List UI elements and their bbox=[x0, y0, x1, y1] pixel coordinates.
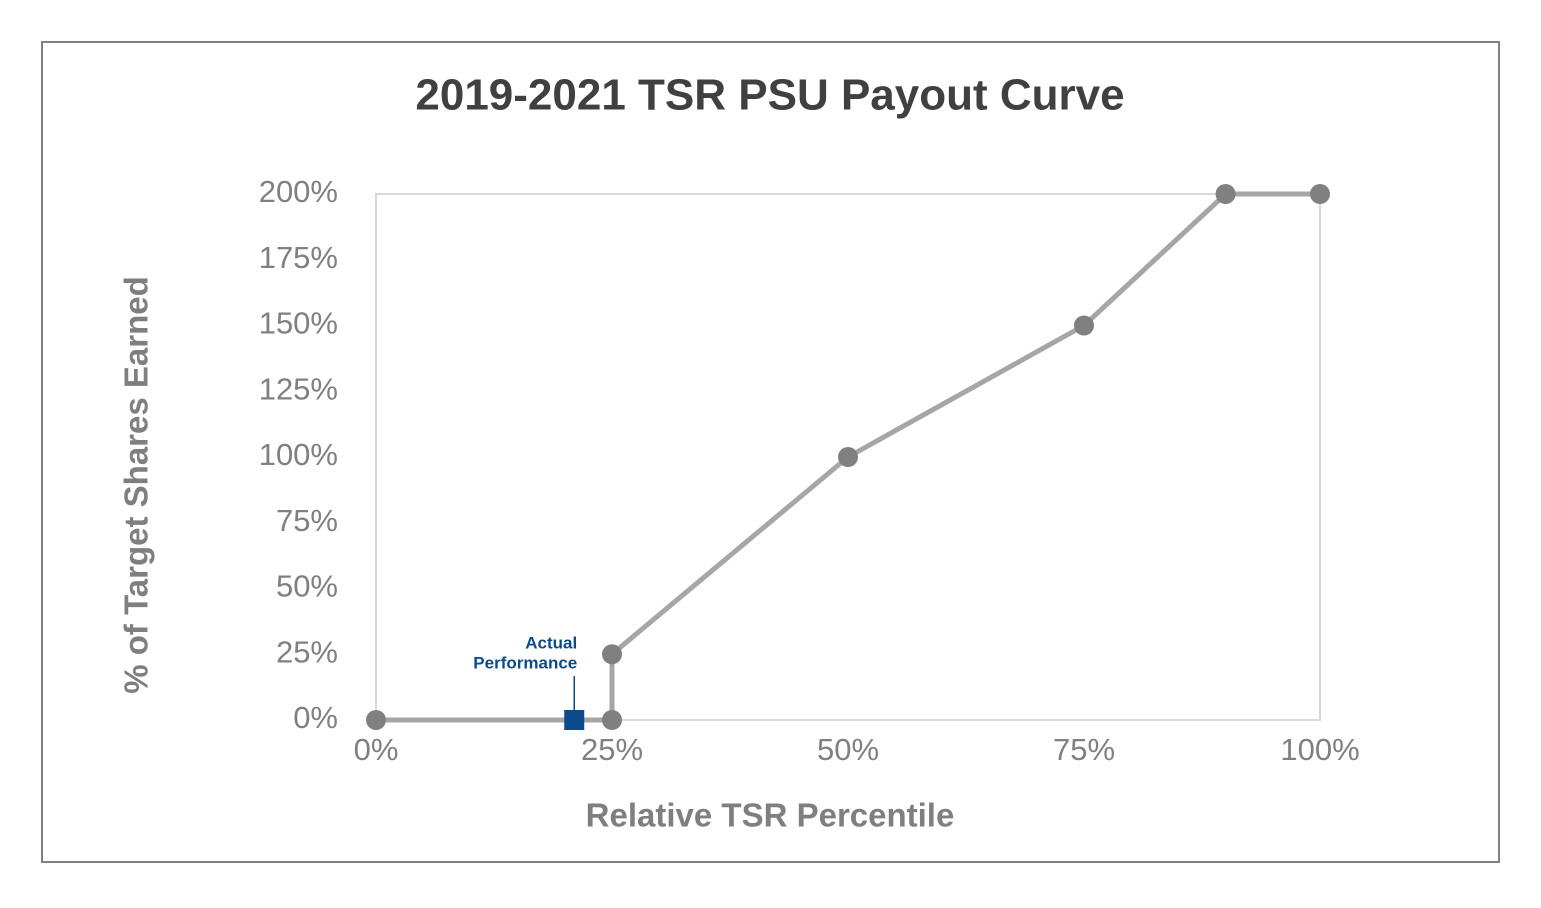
annotation-text: Performance bbox=[473, 653, 577, 672]
y-tick-label: 125% bbox=[259, 371, 338, 406]
y-tick-label: 75% bbox=[276, 503, 338, 538]
data-point bbox=[602, 710, 622, 730]
chart-title: 2019-2021 TSR PSU Payout Curve bbox=[415, 71, 1124, 120]
data-point bbox=[1310, 184, 1330, 204]
plot-area bbox=[375, 193, 1321, 721]
annotation-marker bbox=[564, 710, 585, 730]
data-point bbox=[838, 447, 858, 467]
y-tick-label: 100% bbox=[259, 437, 338, 472]
y-axis-label: % of Target Shares Earned bbox=[118, 276, 155, 694]
annotation-text: Actual bbox=[525, 633, 577, 652]
x-tick-label: 75% bbox=[1053, 732, 1115, 767]
y-tick-label: 150% bbox=[259, 306, 338, 341]
x-axis-label: Relative TSR Percentile bbox=[586, 797, 955, 834]
y-tick-label: 25% bbox=[276, 634, 338, 669]
x-tick-label: 100% bbox=[1280, 732, 1359, 767]
y-tick-label: 200% bbox=[259, 174, 338, 209]
data-point bbox=[602, 644, 622, 665]
y-tick-label: 50% bbox=[276, 569, 338, 604]
x-tick-label: 25% bbox=[581, 732, 643, 767]
x-tick-label: 50% bbox=[817, 732, 879, 767]
chart-frame bbox=[41, 41, 1500, 863]
data-point bbox=[366, 710, 386, 730]
data-point bbox=[1074, 315, 1094, 336]
y-tick-label: 175% bbox=[259, 240, 338, 275]
y-tick-label: 0% bbox=[293, 700, 338, 735]
x-tick-label: 0% bbox=[354, 732, 399, 767]
data-point bbox=[1215, 184, 1236, 204]
